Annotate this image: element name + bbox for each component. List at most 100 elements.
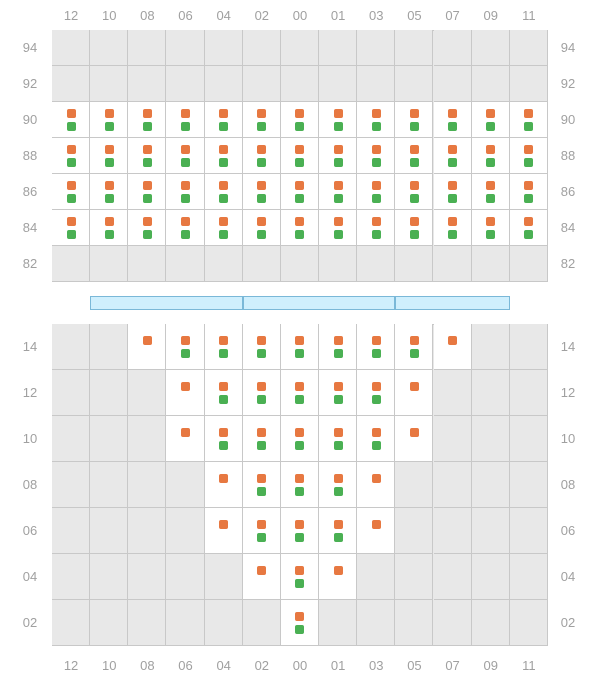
marker-green <box>181 194 190 203</box>
marker-orange <box>143 217 152 226</box>
marker-green <box>486 194 495 203</box>
grid-cell <box>395 174 433 210</box>
grid-cell <box>472 30 510 66</box>
marker-green <box>219 349 228 358</box>
row-label-right: 02 <box>556 615 580 630</box>
grid-cell <box>128 416 166 462</box>
grid-cell <box>472 66 510 102</box>
grid-cell <box>510 554 548 600</box>
marker-orange <box>181 109 190 118</box>
grid-cell <box>357 324 395 370</box>
grid-cell <box>243 30 281 66</box>
row-label-right: 88 <box>556 148 580 163</box>
marker-green <box>181 349 190 358</box>
marker-green <box>219 230 228 239</box>
marker-orange <box>295 217 304 226</box>
grid-cell <box>434 66 472 102</box>
grid-cell <box>510 66 548 102</box>
grid-cell <box>166 210 204 246</box>
marker-green <box>372 158 381 167</box>
grid-cell <box>90 66 128 102</box>
marker-orange <box>295 612 304 621</box>
grid-cell <box>395 462 433 508</box>
row-label-right: 86 <box>556 184 580 199</box>
marker-green <box>448 122 457 131</box>
marker-green <box>143 230 152 239</box>
marker-green <box>181 230 190 239</box>
grid-cell <box>205 416 243 462</box>
grid-cell <box>52 324 90 370</box>
marker-green <box>410 349 419 358</box>
grid-cell <box>434 462 472 508</box>
grid-cell <box>205 174 243 210</box>
marker-green <box>334 158 343 167</box>
grid-cell <box>319 416 357 462</box>
marker-orange <box>372 336 381 345</box>
marker-green <box>372 230 381 239</box>
marker-orange <box>105 145 114 154</box>
grid-cell <box>281 66 319 102</box>
col-label-bottom: 09 <box>479 658 503 673</box>
grid-cell <box>205 462 243 508</box>
marker-orange <box>257 109 266 118</box>
col-label-bottom: 01 <box>326 658 350 673</box>
grid-cell <box>510 246 548 282</box>
col-label-bottom: 02 <box>250 658 274 673</box>
marker-green <box>486 158 495 167</box>
grid-cell <box>90 416 128 462</box>
row-label-left: 84 <box>18 220 42 235</box>
marker-green <box>524 158 533 167</box>
marker-orange <box>334 382 343 391</box>
marker-orange <box>257 145 266 154</box>
grid-cell <box>166 138 204 174</box>
marker-green <box>219 122 228 131</box>
marker-orange <box>334 566 343 575</box>
marker-orange <box>181 217 190 226</box>
grid-cell <box>510 102 548 138</box>
grid-cell <box>472 600 510 646</box>
grid-cell <box>434 102 472 138</box>
col-label-bottom: 05 <box>402 658 426 673</box>
grid-cell <box>243 66 281 102</box>
grid-cell <box>472 462 510 508</box>
grid-cell <box>166 102 204 138</box>
grid-cell <box>319 370 357 416</box>
grid-cell <box>434 554 472 600</box>
row-label-right: 14 <box>556 339 580 354</box>
grid-cell <box>281 324 319 370</box>
grid-cell <box>395 30 433 66</box>
grid-cell <box>281 30 319 66</box>
grid-cell <box>128 30 166 66</box>
marker-orange <box>334 336 343 345</box>
grid-cell <box>128 138 166 174</box>
marker-green <box>372 441 381 450</box>
marker-orange <box>143 145 152 154</box>
marker-orange <box>295 428 304 437</box>
marker-green <box>334 395 343 404</box>
marker-orange <box>67 145 76 154</box>
marker-orange <box>257 474 266 483</box>
col-label-bottom: 04 <box>212 658 236 673</box>
grid-cell <box>128 174 166 210</box>
marker-orange <box>448 336 457 345</box>
grid-cell <box>243 370 281 416</box>
grid-cell <box>52 600 90 646</box>
col-label-top: 01 <box>326 8 350 23</box>
grid-cell <box>357 174 395 210</box>
marker-orange <box>105 109 114 118</box>
grid-cell <box>90 508 128 554</box>
marker-orange <box>105 181 114 190</box>
marker-orange <box>448 109 457 118</box>
grid-cell <box>205 246 243 282</box>
marker-orange <box>219 181 228 190</box>
col-label-top: 06 <box>174 8 198 23</box>
marker-orange <box>219 217 228 226</box>
marker-orange <box>219 474 228 483</box>
grid-cell <box>357 30 395 66</box>
marker-orange <box>67 217 76 226</box>
grid-cell <box>434 416 472 462</box>
grid-cell <box>243 102 281 138</box>
grid-cell <box>166 30 204 66</box>
grid-cell <box>128 600 166 646</box>
grid-cell <box>357 554 395 600</box>
